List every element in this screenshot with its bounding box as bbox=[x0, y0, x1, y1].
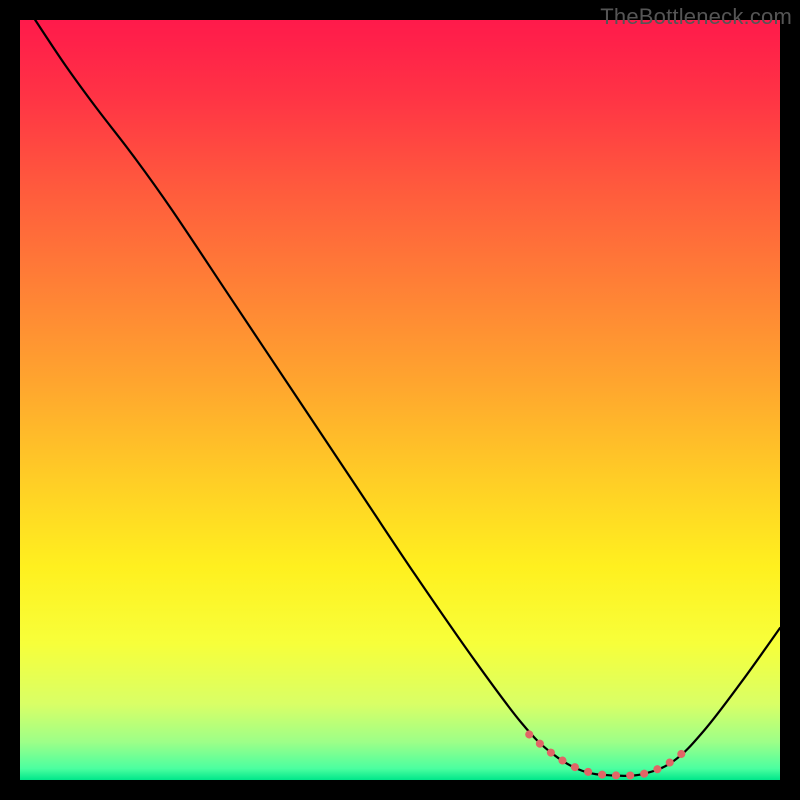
bottleneck-chart bbox=[0, 0, 800, 800]
chart-container: TheBottleneck.com bbox=[0, 0, 800, 800]
plot-background bbox=[20, 20, 780, 780]
watermark-text: TheBottleneck.com bbox=[600, 4, 792, 30]
